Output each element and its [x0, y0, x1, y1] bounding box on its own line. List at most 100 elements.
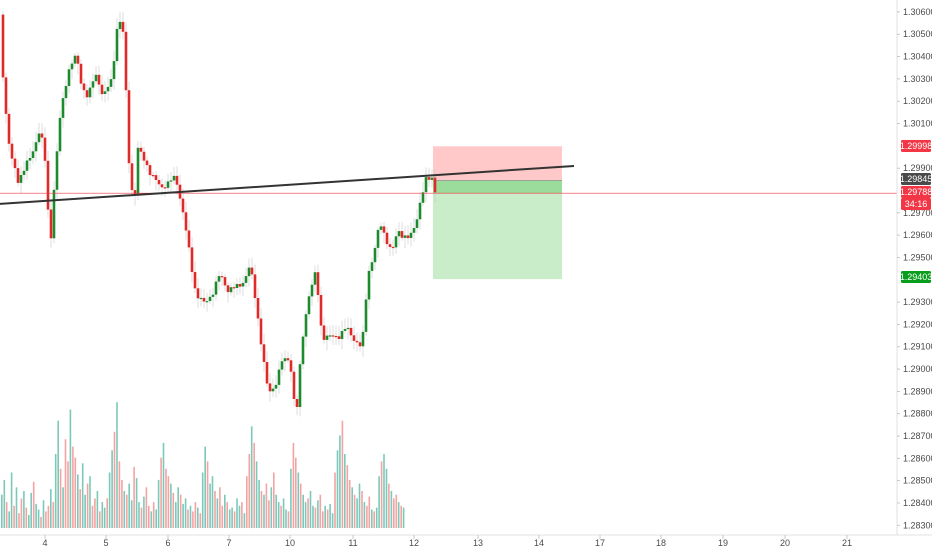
candle-body [286, 358, 290, 361]
volume-bar [116, 402, 118, 528]
candle-body [331, 335, 335, 337]
volume-bar [172, 492, 175, 528]
candle-body [157, 180, 161, 185]
candle-body [10, 143, 14, 159]
time-tick-label: 12 [409, 538, 419, 548]
time-tick-label: 21 [842, 538, 852, 548]
candle-body [304, 314, 308, 337]
volume-bar [314, 507, 317, 528]
candle-body [193, 272, 197, 289]
candle-body [196, 288, 200, 299]
price-badges: 1.29998 1.29845 1.29788 34:16 1.29403 [900, 140, 932, 283]
candle-body [70, 63, 74, 70]
time-tick-label: 4 [42, 538, 47, 548]
candle-body [322, 325, 326, 340]
candle-body [370, 262, 374, 271]
volume-bar [385, 468, 388, 528]
price-tick-label: 1.28700 [903, 431, 932, 441]
volume-bar [346, 465, 349, 528]
volume-bar [375, 507, 378, 528]
candle-body [211, 294, 215, 297]
price-tick-label: 1.28600 [903, 453, 932, 463]
volume-bar [224, 494, 226, 528]
volume-bar [79, 489, 81, 528]
candle-body [340, 331, 344, 339]
candle-body [364, 299, 368, 332]
candle-body [64, 86, 68, 99]
volume-bar [273, 472, 275, 528]
volume-bar [241, 502, 243, 528]
volume-bar [248, 454, 251, 528]
price-badge [901, 173, 931, 185]
volume-bar [219, 487, 221, 528]
volume-bar [89, 476, 91, 528]
volume-bar [148, 505, 150, 528]
candle-body [133, 190, 137, 196]
volume-bar [135, 478, 138, 529]
candle-body [280, 361, 284, 370]
volume-bar [388, 483, 390, 528]
candle-body [175, 175, 179, 185]
volume-bar [130, 500, 133, 529]
price-tick-label: 1.29300 [903, 297, 932, 307]
volume-bar [184, 498, 187, 528]
candle-body [397, 231, 401, 237]
price-tick-label: 1.29900 [903, 163, 932, 173]
candle-body [142, 151, 146, 161]
candle-body [232, 287, 236, 289]
candle-body [343, 329, 347, 331]
position-tool[interactable] [433, 146, 562, 280]
volume-bar [194, 502, 197, 528]
volume-bar [138, 502, 140, 528]
price-tick-label: 1.28400 [903, 498, 932, 508]
candle-body [241, 282, 245, 287]
candle-body [388, 244, 392, 247]
volume-bar [353, 494, 356, 528]
candle-body [244, 276, 248, 283]
volume-bar [103, 507, 106, 528]
candle-body [310, 284, 314, 297]
volume-bar [236, 498, 238, 528]
volume-bar [253, 442, 255, 528]
candle-body [94, 74, 98, 82]
candle-body [247, 267, 251, 277]
candle-body [373, 247, 377, 263]
candle-body [37, 133, 41, 143]
price-tick-label: 1.29100 [903, 342, 932, 352]
price-badge [901, 140, 931, 152]
volume-bar [319, 494, 322, 528]
volume-bar [258, 479, 260, 528]
time-tick-label: 20 [780, 538, 790, 548]
candle-body [235, 284, 239, 288]
volume-bar [152, 502, 155, 528]
volume-bar [32, 481, 35, 529]
candle-body [223, 277, 227, 286]
volume-bar [91, 505, 94, 528]
candle-body [349, 327, 353, 336]
candle-body [217, 276, 221, 282]
volume-bar [295, 457, 297, 528]
volume-bar [40, 516, 42, 528]
volume-bar [86, 483, 89, 528]
price-badge-label: 1.29788 [900, 187, 932, 197]
candle-body [409, 232, 413, 238]
price-badge-label: 34:16 [905, 199, 928, 209]
price-tick-label: 1.28800 [903, 409, 932, 419]
candle-body [118, 21, 122, 29]
volume-bar [312, 505, 314, 528]
volume-bar [108, 472, 111, 528]
candle-body [358, 342, 362, 347]
volume-bar [250, 426, 253, 529]
volume-bar [67, 461, 69, 528]
candle-body [109, 79, 113, 87]
candle-body [40, 133, 44, 138]
candle-body [22, 170, 26, 175]
volume-bar [64, 439, 67, 528]
volume-bar [380, 461, 383, 528]
candle-body [328, 335, 332, 337]
drawn-lines[interactable] [0, 164, 897, 205]
candle-body [121, 21, 125, 32]
candle-body [190, 247, 194, 272]
